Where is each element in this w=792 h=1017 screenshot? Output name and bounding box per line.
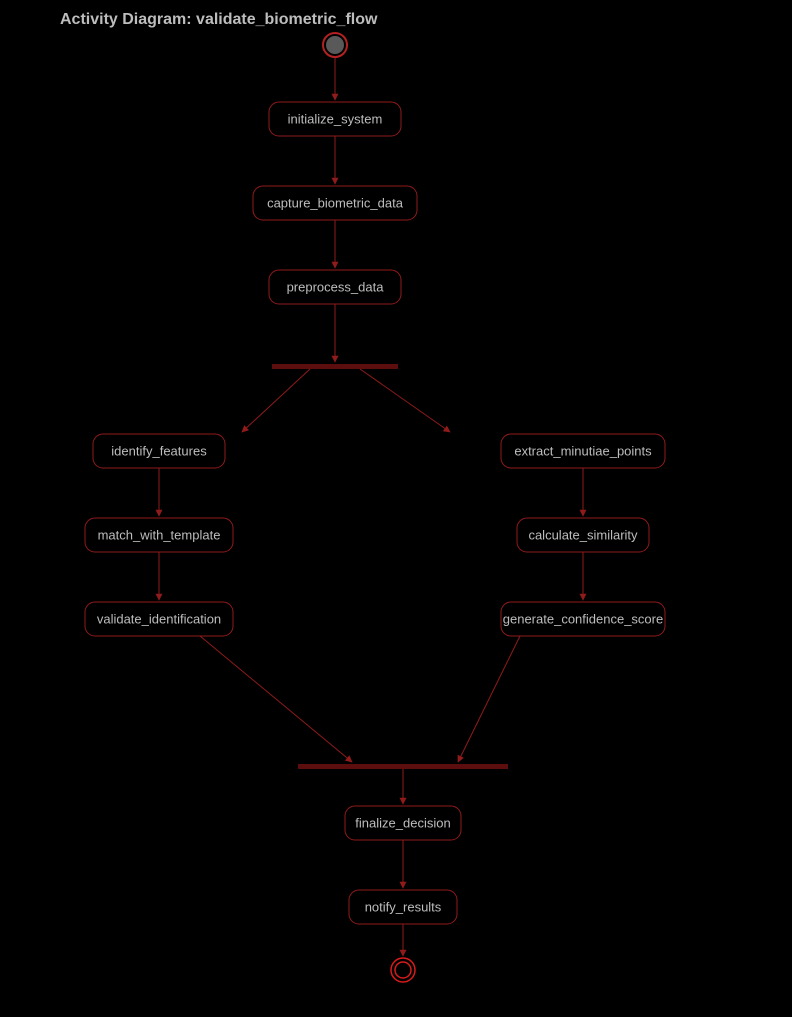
edge-4 — [242, 369, 310, 432]
activity-label: initialize_system — [288, 111, 383, 126]
activity-n1: initialize_system — [269, 102, 401, 136]
activity-label: extract_minutiae_points — [514, 443, 652, 458]
activity-label: validate_identification — [97, 611, 221, 626]
activity-label: generate_confidence_score — [503, 611, 663, 626]
activity-label: capture_biometric_data — [267, 195, 404, 210]
activity-n2: capture_biometric_data — [253, 186, 417, 220]
activity-label: calculate_similarity — [528, 527, 638, 542]
nodes: initialize_system capture_biometric_datap… — [85, 102, 665, 924]
activity-n11: notify_results — [349, 890, 457, 924]
activity-n10: finalize_decision — [345, 806, 461, 840]
join-bar — [298, 764, 508, 769]
edge-11 — [458, 636, 520, 762]
activity-label: preprocess_data — [287, 279, 385, 294]
start-node — [326, 36, 344, 54]
edge-5 — [360, 369, 450, 432]
activity-n7: calculate_similarity — [517, 518, 649, 552]
edge-10 — [200, 636, 352, 762]
fork-bar — [272, 364, 398, 369]
activity-label: notify_results — [365, 899, 442, 914]
activity-label: identify_features — [111, 443, 207, 458]
activity-n4: identify_features — [93, 434, 225, 468]
activity-n5: extract_minutiae_points — [501, 434, 665, 468]
activity-label: finalize_decision — [355, 815, 450, 830]
end-node-inner — [395, 962, 411, 978]
activity-n6: match_with_template — [85, 518, 233, 552]
activity-n3: preprocess_data — [269, 270, 401, 304]
activity-n8: validate_identification — [85, 602, 233, 636]
activity-n9: generate_confidence_score — [501, 602, 665, 636]
activity-diagram: Activity Diagram: validate_biometric_flo… — [0, 0, 792, 1017]
activity-label: match_with_template — [98, 527, 221, 542]
diagram-title: Activity Diagram: validate_biometric_flo… — [60, 11, 378, 28]
